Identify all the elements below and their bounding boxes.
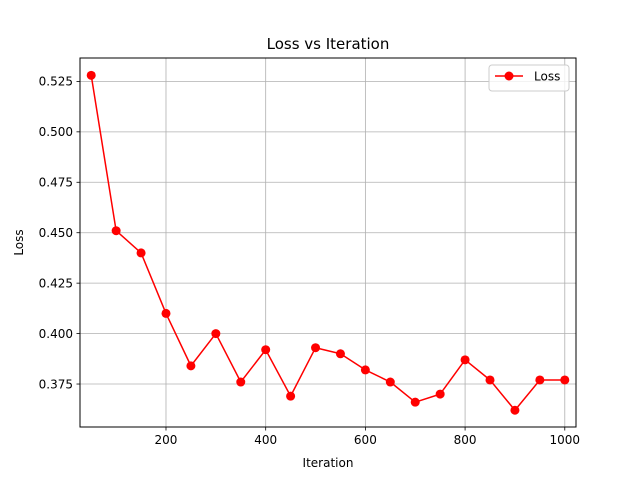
plot-frame <box>79 57 577 428</box>
loss-data-point <box>311 343 321 353</box>
loss-data-point <box>161 308 171 318</box>
loss-data-point <box>510 405 520 415</box>
legend-label: Loss <box>534 70 560 84</box>
y-tick-label: 0.475 <box>39 176 73 190</box>
series-layer <box>86 70 570 415</box>
loss-data-point <box>385 377 395 387</box>
loss-data-point <box>360 365 370 375</box>
loss-data-point <box>335 349 345 359</box>
loss-data-point <box>535 375 545 385</box>
loss-data-point <box>186 361 196 371</box>
loss-data-point <box>410 397 420 407</box>
loss-data-point <box>460 355 470 365</box>
x-tick-label: 200 <box>155 433 178 447</box>
x-tick-label: 600 <box>354 433 377 447</box>
loss-data-point <box>86 70 96 80</box>
y-tick-label: 0.375 <box>39 377 73 391</box>
x-tick-label: 800 <box>454 433 477 447</box>
grid-lines <box>80 58 576 427</box>
loss-data-point <box>560 375 570 385</box>
y-tick-label: 0.500 <box>39 125 73 139</box>
loss-data-point <box>286 391 296 401</box>
loss-data-point <box>211 329 221 339</box>
legend: Loss <box>488 64 570 92</box>
loss-data-point <box>261 345 271 355</box>
y-tick-label: 0.425 <box>39 276 73 290</box>
chart-title: Loss vs Iteration <box>267 35 390 53</box>
axis-ticks: 200 400 600 800 1000 0.375 0.400 0.425 0.450 0.47… <box>39 75 580 447</box>
y-tick-label: 0.525 <box>39 75 73 89</box>
loss-data-point <box>236 377 246 387</box>
y-tick-label: 0.400 <box>39 327 73 341</box>
loss-series-line <box>90 75 565 411</box>
y-tick-label: 0.450 <box>39 226 73 240</box>
loss-data-point <box>111 226 121 236</box>
x-tick-label: 400 <box>254 433 277 447</box>
legend-marker <box>504 71 514 81</box>
plot-area <box>80 58 576 427</box>
loss-data-point <box>136 248 146 258</box>
y-axis-label: Loss <box>12 229 26 255</box>
loss-data-point <box>485 375 495 385</box>
loss-data-point <box>435 389 445 399</box>
x-tick-label: 1000 <box>550 433 581 447</box>
x-axis-label: Iteration <box>303 456 354 470</box>
